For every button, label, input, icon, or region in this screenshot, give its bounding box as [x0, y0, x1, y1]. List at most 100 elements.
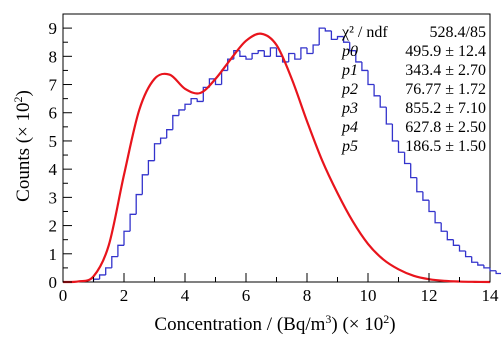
stat-name: p2 — [341, 81, 358, 98]
x-axis-title-close: ) — [389, 314, 395, 335]
histogram-bin — [385, 107, 393, 125]
histogram-bin — [489, 267, 497, 272]
histogram-bin — [257, 50, 265, 54]
histogram-bin — [129, 213, 137, 232]
y-tick-label: 2 — [49, 217, 58, 236]
histogram-bin — [312, 44, 320, 54]
y-tick-label: 4 — [49, 160, 58, 179]
histogram-bin — [495, 270, 501, 275]
x-axis-title-superscript: 3 — [325, 312, 331, 326]
histogram-bin — [117, 244, 124, 257]
histogram-bin — [196, 98, 204, 103]
histogram-bin — [159, 137, 167, 144]
histogram-bin — [245, 56, 253, 60]
histogram-bin — [135, 193, 143, 215]
stat-name: p4 — [341, 119, 358, 136]
histogram-bin — [324, 28, 332, 32]
stat-name: p0 — [341, 43, 358, 60]
y-tick-label: 1 — [49, 245, 58, 264]
y-axis-title-multiplier: × 10 — [13, 102, 34, 136]
histogram-bin — [397, 140, 405, 153]
histogram-bin — [452, 239, 460, 246]
histogram-bin — [153, 143, 161, 161]
stat-name: p5 — [341, 138, 358, 155]
histogram-bin — [391, 124, 399, 142]
fit-curve-series — [62, 32, 491, 284]
histogram-bin — [367, 70, 375, 86]
y-tick-label: 8 — [49, 47, 58, 66]
histogram-bin — [471, 256, 478, 263]
fit-statistics-box: χ² / ndf 528.4/85 p0 495.9 ± 12.4 p1 343.4 ± … — [341, 24, 486, 155]
y-tick-label: 3 — [49, 188, 58, 207]
histogram-bin — [172, 114, 179, 130]
histogram-bin — [288, 52, 295, 62]
histogram-bin — [300, 47, 307, 60]
y-tick-label: 9 — [49, 19, 58, 38]
histogram-bin — [98, 274, 106, 280]
histogram-bin — [318, 27, 326, 46]
y-axis-title-multiplier-exp: 2 — [11, 96, 25, 102]
histogram-bin — [342, 36, 350, 43]
histogram-bin — [184, 103, 192, 110]
stat-value: 343.4 ± 2.70 — [405, 62, 486, 79]
fit-curve — [62, 32, 491, 284]
histogram-bin — [361, 61, 368, 72]
histogram-bin — [263, 50, 271, 57]
x-tick-label: 2 — [120, 286, 129, 305]
histogram-bin — [458, 245, 466, 252]
stat-value: 186.5 ± 1.50 — [405, 138, 486, 155]
histogram-bin — [275, 47, 283, 57]
histogram-bin — [141, 174, 149, 195]
histogram-bin — [428, 200, 436, 213]
histogram-bin — [410, 163, 417, 179]
histogram-bin — [349, 42, 356, 52]
histogram-bin — [214, 78, 222, 86]
histogram-bin — [336, 35, 344, 40]
stat-name: p1 — [341, 62, 358, 79]
x-tick-label: 6 — [242, 286, 251, 305]
stat-value: 528.4/85 — [430, 24, 486, 41]
x-axis-ticks: 0 2 4 6 8 10 12 14 — [59, 273, 499, 305]
histogram-bin — [269, 47, 277, 57]
histogram-bin — [373, 84, 381, 97]
y-axis-title-close: ) — [13, 90, 34, 96]
x-tick-label: 14 — [482, 286, 500, 305]
x-tick-label: 0 — [59, 286, 68, 305]
histogram-bin — [178, 109, 185, 116]
histogram-bin — [306, 47, 314, 55]
y-axis-title: Counts (× 102) — [11, 90, 34, 202]
histogram-bin — [477, 262, 484, 266]
x-tick-label: 10 — [360, 286, 377, 305]
stat-value: 495.9 ± 12.4 — [405, 43, 486, 60]
histogram-bin — [190, 97, 198, 105]
histogram-bin — [251, 52, 259, 60]
histogram-bin — [440, 222, 448, 232]
y-axis-ticks: 0 1 2 3 4 5 6 7 8 9 — [49, 19, 72, 292]
histogram-bin — [355, 50, 362, 63]
x-tick-label: 4 — [181, 286, 190, 305]
histogram-bin — [220, 69, 228, 85]
x-axis-title-multiplier: × 10 — [349, 314, 383, 335]
y-axis-title-text: Counts ( — [13, 137, 34, 202]
histogram-bin — [239, 50, 246, 57]
histogram-bin — [446, 231, 454, 241]
y-tick-label: 0 — [49, 273, 58, 292]
x-tick-label: 12 — [421, 286, 438, 305]
y-tick-label: 7 — [49, 76, 58, 95]
histogram-bin — [379, 95, 387, 108]
x-axis-title-text: Concentration / (Bq/m — [154, 314, 325, 335]
histogram-bin — [166, 129, 173, 139]
histogram-bin — [422, 191, 429, 201]
histogram-bin — [147, 160, 155, 175]
stat-value: 627.8 ± 2.50 — [405, 119, 486, 136]
histogram-bin — [403, 152, 411, 165]
histogram-bin — [123, 230, 131, 246]
histogram-bin — [434, 211, 442, 224]
histogram-bin — [416, 177, 423, 193]
x-axis-title-suffix: ) ( — [331, 314, 348, 335]
histogram-bin — [111, 255, 118, 268]
histogram-bin — [464, 250, 472, 258]
stat-name: p3 — [341, 100, 358, 117]
x-tick-label: 8 — [303, 286, 312, 305]
